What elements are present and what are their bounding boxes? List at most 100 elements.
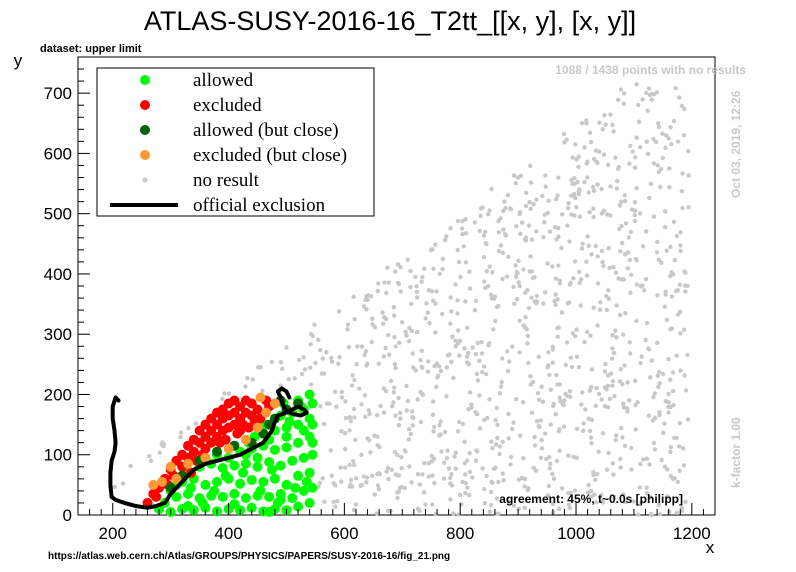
no-result-point xyxy=(505,192,511,198)
no-result-point xyxy=(618,465,623,470)
no-result-point xyxy=(613,328,618,333)
no-result-point xyxy=(514,224,519,229)
no-result-point xyxy=(528,382,533,387)
y-tick-label: 700 xyxy=(44,84,72,103)
x-tick-label: 600 xyxy=(330,524,358,543)
no-result-point xyxy=(475,378,481,383)
no-result-point xyxy=(402,485,407,491)
no-result-point xyxy=(683,499,688,504)
no-result-point xyxy=(386,332,391,338)
no-result-point xyxy=(465,325,470,330)
no-result-point xyxy=(477,426,483,431)
no-result-point xyxy=(646,86,652,91)
no-result-point xyxy=(375,483,381,488)
no-result-point xyxy=(419,279,424,284)
x-tick-label: 200 xyxy=(99,524,127,543)
no-result-point xyxy=(120,481,126,486)
no-result-point xyxy=(655,239,660,245)
no-result-point xyxy=(442,460,447,465)
no-result-point xyxy=(666,404,671,410)
no-result-point xyxy=(511,420,516,425)
no-result-point xyxy=(553,276,559,281)
point-excluded-but-close- xyxy=(261,407,272,418)
no-result-point xyxy=(453,282,458,287)
no-result-point xyxy=(519,220,525,225)
legend-marker-excluded xyxy=(140,100,150,110)
point-allowed xyxy=(287,455,298,466)
no-result-point xyxy=(633,427,638,432)
no-result-point xyxy=(642,288,647,293)
no-result-point xyxy=(640,97,645,102)
no-result-point xyxy=(591,470,596,475)
no-result-point xyxy=(370,322,375,327)
no-result-point xyxy=(500,250,506,256)
no-result-point xyxy=(528,180,534,185)
no-result-point xyxy=(364,480,369,485)
no-result-point xyxy=(567,505,572,511)
no-result-point xyxy=(534,197,539,202)
no-result-point xyxy=(651,394,656,400)
no-result-point xyxy=(396,395,401,401)
no-result-point xyxy=(420,392,426,398)
no-result-point xyxy=(647,195,652,201)
no-result-point xyxy=(362,414,368,419)
no-result-point xyxy=(683,270,688,275)
no-result-point xyxy=(444,456,450,461)
no-result-point xyxy=(523,325,528,330)
no-result-point xyxy=(455,311,460,316)
no-result-point xyxy=(437,423,442,428)
no-result-point xyxy=(553,302,558,307)
no-result-point xyxy=(634,282,640,287)
no-result-point xyxy=(662,464,668,469)
no-result-point xyxy=(617,379,623,384)
no-result-point xyxy=(501,478,506,483)
no-result-point xyxy=(529,237,535,242)
no-result-point xyxy=(506,499,511,504)
no-result-point xyxy=(613,270,619,275)
no-result-point xyxy=(611,129,616,134)
no-result-point xyxy=(604,467,610,472)
no-result-point xyxy=(482,364,487,369)
no-result-point xyxy=(551,476,557,481)
no-result-point xyxy=(365,436,370,441)
point-excluded xyxy=(188,446,199,457)
no-result-point xyxy=(399,320,405,325)
no-result-point xyxy=(424,301,429,306)
no-result-point xyxy=(629,467,634,472)
no-result-point xyxy=(622,443,628,449)
no-result-point xyxy=(327,401,332,406)
no-result-point xyxy=(404,383,409,389)
no-result-point xyxy=(414,295,420,300)
dataset-label: dataset: upper limit xyxy=(40,43,142,55)
no-result-point xyxy=(651,136,656,142)
no-result-point xyxy=(610,461,616,466)
no-result-point xyxy=(665,467,670,472)
no-result-point xyxy=(677,468,682,473)
no-result-point xyxy=(605,162,611,168)
no-result-point xyxy=(526,223,532,228)
no-result-point xyxy=(297,357,302,363)
no-result-point xyxy=(670,370,676,375)
no-result-point xyxy=(408,268,413,274)
no-result-point xyxy=(595,182,600,187)
no-result-point xyxy=(380,310,385,315)
point-allowed xyxy=(298,485,309,496)
no-result-point xyxy=(640,244,646,249)
no-result-point xyxy=(339,428,344,434)
no-result-point xyxy=(630,149,635,154)
no-result-point xyxy=(556,234,561,239)
no-result-point xyxy=(659,457,664,463)
no-result-point xyxy=(479,340,484,345)
no-result-point xyxy=(463,491,468,496)
no-result-point xyxy=(445,353,450,358)
no-result-point xyxy=(648,181,654,187)
date-stamp: Oct 03, 2019, 12:26 xyxy=(729,90,743,198)
no-result-point xyxy=(339,395,345,400)
no-result-point xyxy=(496,230,502,235)
no-result-point xyxy=(566,300,572,305)
no-result-point xyxy=(407,464,412,469)
no-result-point xyxy=(550,347,556,352)
no-result-point xyxy=(615,178,620,184)
no-result-point xyxy=(444,394,449,399)
no-result-point xyxy=(606,246,611,251)
